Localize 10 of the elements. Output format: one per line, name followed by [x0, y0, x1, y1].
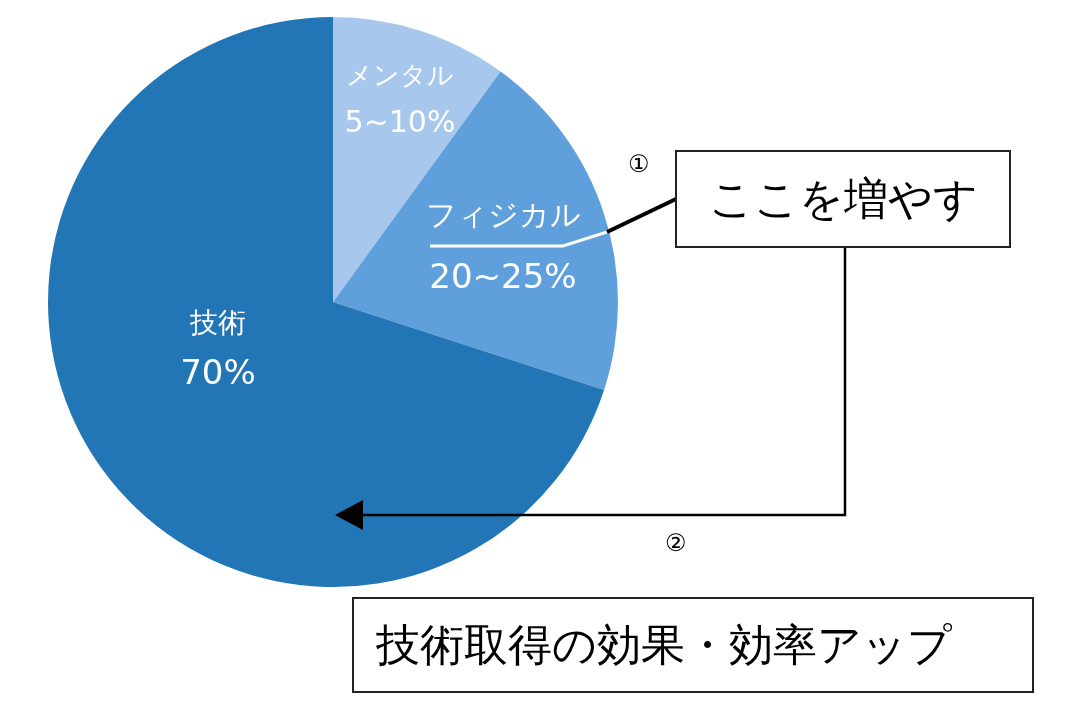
- data-label: 5~10%: [344, 104, 456, 139]
- slice-label: メンタル: [346, 59, 454, 90]
- text: ②: [665, 529, 687, 557]
- slice-label: フィジカル: [425, 196, 581, 232]
- data-label: 20~25%: [429, 256, 577, 296]
- text: ①: [628, 150, 650, 178]
- text: 技術取得の効果・効率アップ: [352, 597, 1034, 693]
- data-label: 70%: [180, 352, 256, 392]
- slice-label: 技術: [189, 305, 246, 339]
- text: ここを増やす: [675, 150, 1011, 248]
